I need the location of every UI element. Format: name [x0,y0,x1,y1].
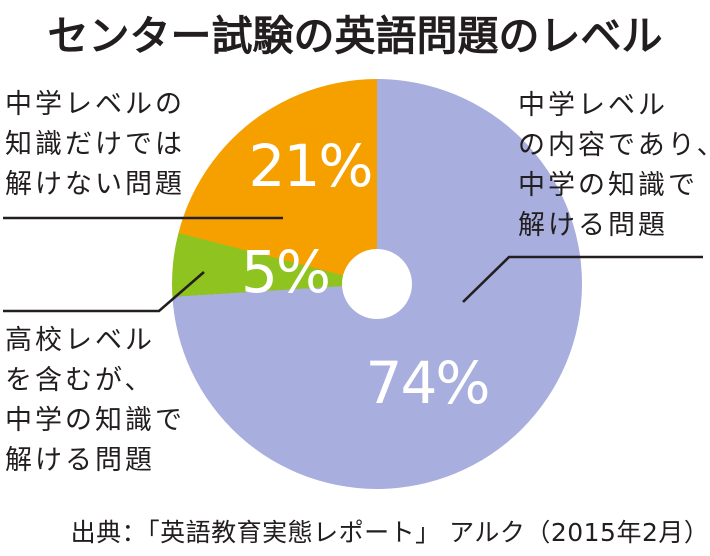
label-blue-slice: 中学レベル の内容であり、 中学の知識で 解ける問題 [518,86,710,246]
slice-value-blue: 74% [365,349,491,417]
label-line: 中学の知識で [5,405,185,436]
source-caption: 出典：「英語教育実態レポート」 アルク（2015年2月） [70,518,710,547]
label-orange-slice: 中学レベルの 知識だけでは 解けない問題 [5,85,185,205]
label-line: 中学の知識で [518,170,698,201]
label-line: 解けない問題 [5,169,185,200]
label-line: 高校レベル [5,325,155,356]
slice-value-orange: 21% [248,132,374,200]
chart-title: センター試験の英語問題のレベル [47,12,663,60]
donut-hole [342,249,412,319]
label-green-slice: 高校レベル を含むが、 中学の知識で 解ける問題 [5,321,185,481]
label-line: 解ける問題 [5,445,155,476]
label-line: 中学レベル [518,90,668,121]
label-line: 解ける問題 [518,210,668,241]
label-line: の内容であり、 [518,130,710,161]
slice-value-green: 5% [240,238,331,306]
label-line: 知識だけでは [5,129,185,160]
label-line: 中学レベルの [5,89,185,120]
label-line: を含むが、 [5,365,155,396]
